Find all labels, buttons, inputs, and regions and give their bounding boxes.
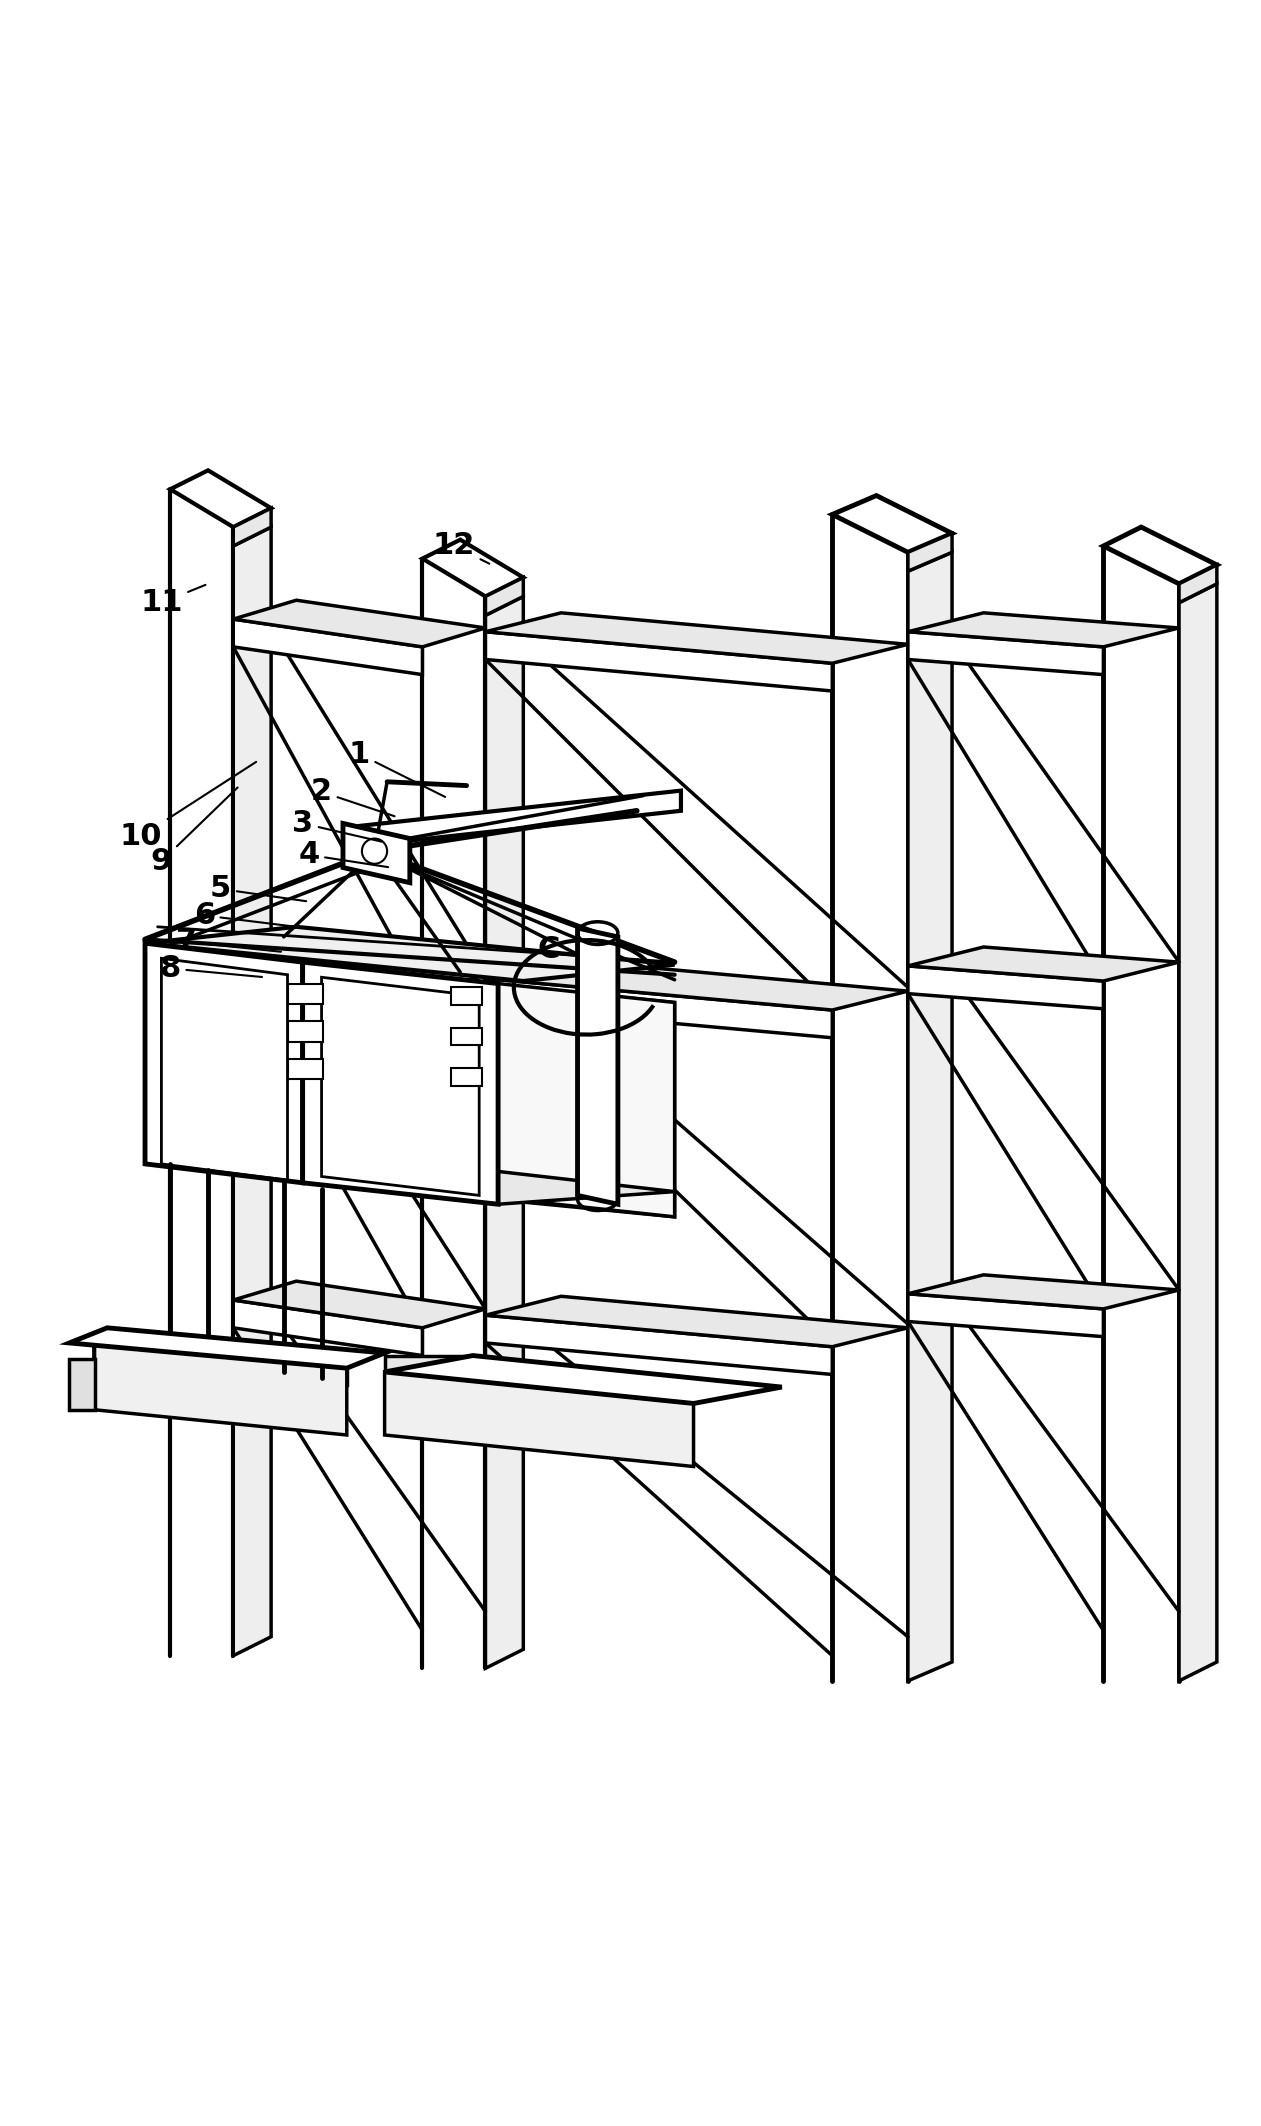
Text: 4: 4 bbox=[299, 840, 388, 870]
Polygon shape bbox=[908, 534, 952, 572]
Polygon shape bbox=[195, 957, 675, 1216]
Bar bbox=[451, 1027, 482, 1046]
Polygon shape bbox=[422, 540, 523, 597]
Text: 11: 11 bbox=[140, 585, 206, 617]
Polygon shape bbox=[485, 1316, 832, 1376]
Text: C: C bbox=[537, 935, 560, 963]
Text: 7: 7 bbox=[177, 927, 281, 957]
Polygon shape bbox=[498, 984, 675, 1216]
Polygon shape bbox=[145, 927, 675, 980]
Polygon shape bbox=[485, 597, 523, 1669]
Polygon shape bbox=[233, 508, 271, 546]
Polygon shape bbox=[485, 631, 832, 691]
Polygon shape bbox=[908, 946, 1179, 980]
Text: 5: 5 bbox=[211, 874, 306, 904]
Polygon shape bbox=[233, 1282, 485, 1329]
Polygon shape bbox=[578, 929, 618, 1203]
Polygon shape bbox=[385, 1356, 473, 1418]
Polygon shape bbox=[359, 791, 681, 846]
Text: 1: 1 bbox=[349, 740, 445, 797]
Polygon shape bbox=[145, 944, 303, 1182]
Polygon shape bbox=[343, 823, 410, 882]
Bar bbox=[451, 986, 482, 1006]
Bar bbox=[288, 984, 323, 1003]
Text: 3: 3 bbox=[293, 808, 382, 842]
Polygon shape bbox=[170, 470, 271, 527]
Polygon shape bbox=[69, 1359, 95, 1410]
Polygon shape bbox=[908, 553, 952, 1682]
Polygon shape bbox=[485, 612, 908, 663]
Polygon shape bbox=[908, 1295, 1103, 1337]
Polygon shape bbox=[233, 527, 271, 1656]
Polygon shape bbox=[832, 495, 952, 553]
Polygon shape bbox=[485, 978, 832, 1037]
Polygon shape bbox=[95, 1344, 347, 1384]
Text: 12: 12 bbox=[433, 532, 489, 563]
Polygon shape bbox=[908, 965, 1103, 1008]
Polygon shape bbox=[145, 1152, 675, 1203]
Text: 9: 9 bbox=[151, 787, 237, 876]
Polygon shape bbox=[908, 1276, 1179, 1310]
Polygon shape bbox=[233, 619, 422, 674]
Polygon shape bbox=[485, 1297, 908, 1346]
Polygon shape bbox=[385, 1356, 782, 1403]
Polygon shape bbox=[95, 1344, 347, 1435]
Text: 6: 6 bbox=[194, 901, 294, 929]
Polygon shape bbox=[485, 959, 908, 1010]
Bar bbox=[451, 1067, 482, 1086]
Bar bbox=[288, 1020, 323, 1042]
Polygon shape bbox=[908, 631, 1103, 674]
Polygon shape bbox=[69, 1329, 385, 1369]
Polygon shape bbox=[1103, 527, 1217, 585]
Polygon shape bbox=[303, 963, 498, 1203]
Polygon shape bbox=[485, 578, 523, 614]
Polygon shape bbox=[1179, 566, 1217, 604]
Polygon shape bbox=[908, 612, 1179, 646]
Polygon shape bbox=[233, 965, 422, 1020]
Polygon shape bbox=[385, 1371, 694, 1467]
Polygon shape bbox=[233, 1301, 422, 1356]
Text: 10: 10 bbox=[120, 761, 256, 850]
Polygon shape bbox=[1179, 585, 1217, 1682]
Text: 8: 8 bbox=[160, 955, 262, 982]
Text: 2: 2 bbox=[311, 778, 395, 816]
Polygon shape bbox=[233, 946, 485, 993]
Bar bbox=[288, 1059, 323, 1080]
Polygon shape bbox=[233, 600, 485, 646]
